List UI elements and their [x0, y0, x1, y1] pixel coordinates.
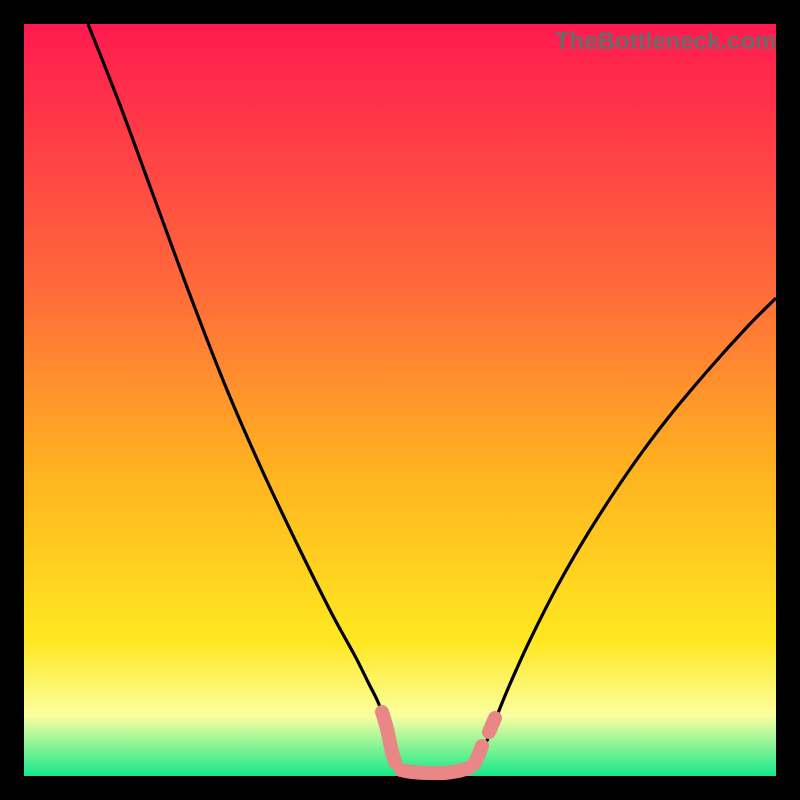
watermark-text: TheBottleneck.com	[555, 28, 776, 56]
highlight-segment	[401, 768, 469, 773]
optimal-zone-highlight	[0, 0, 800, 800]
highlight-segment	[489, 718, 495, 732]
highlight-segment	[474, 746, 482, 764]
highlight-segment	[382, 712, 395, 762]
